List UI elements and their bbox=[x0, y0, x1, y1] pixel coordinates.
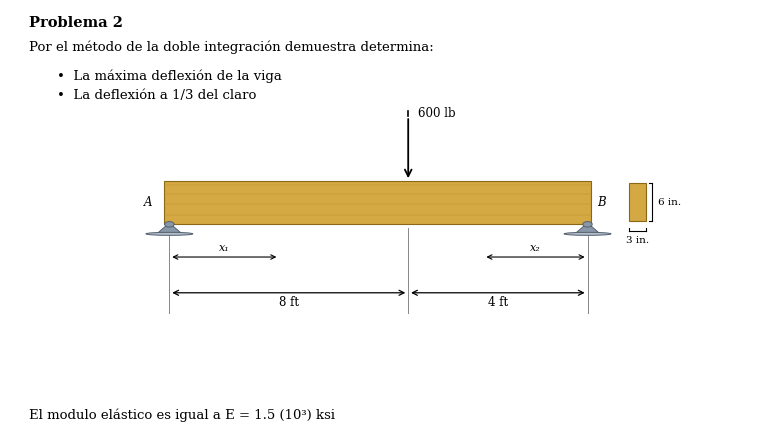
Text: 8 ft: 8 ft bbox=[278, 296, 299, 309]
Text: Problema 2: Problema 2 bbox=[29, 16, 123, 30]
Ellipse shape bbox=[564, 232, 611, 235]
Text: A: A bbox=[144, 196, 153, 209]
Polygon shape bbox=[629, 183, 646, 221]
Text: 3 in.: 3 in. bbox=[626, 236, 649, 245]
Text: 6 in.: 6 in. bbox=[658, 198, 681, 207]
Text: 600 lb: 600 lb bbox=[418, 107, 456, 121]
Text: 4 ft: 4 ft bbox=[488, 296, 508, 309]
Text: •  La máxima deflexión de la viga: • La máxima deflexión de la viga bbox=[57, 69, 282, 83]
Text: El modulo elástico es igual a E = 1.5 (10³) ksi: El modulo elástico es igual a E = 1.5 (1… bbox=[29, 409, 335, 422]
Polygon shape bbox=[164, 181, 591, 224]
Polygon shape bbox=[576, 223, 599, 233]
Circle shape bbox=[165, 222, 174, 227]
Polygon shape bbox=[158, 223, 181, 233]
Text: •  La deflexión a 1/3 del claro: • La deflexión a 1/3 del claro bbox=[57, 89, 256, 102]
Text: B: B bbox=[597, 196, 606, 209]
Circle shape bbox=[583, 222, 592, 227]
Text: x₂: x₂ bbox=[530, 244, 541, 253]
Text: Por el método de la doble integración demuestra determina:: Por el método de la doble integración de… bbox=[29, 40, 433, 54]
Ellipse shape bbox=[146, 232, 193, 235]
Text: x₁: x₁ bbox=[219, 244, 230, 253]
